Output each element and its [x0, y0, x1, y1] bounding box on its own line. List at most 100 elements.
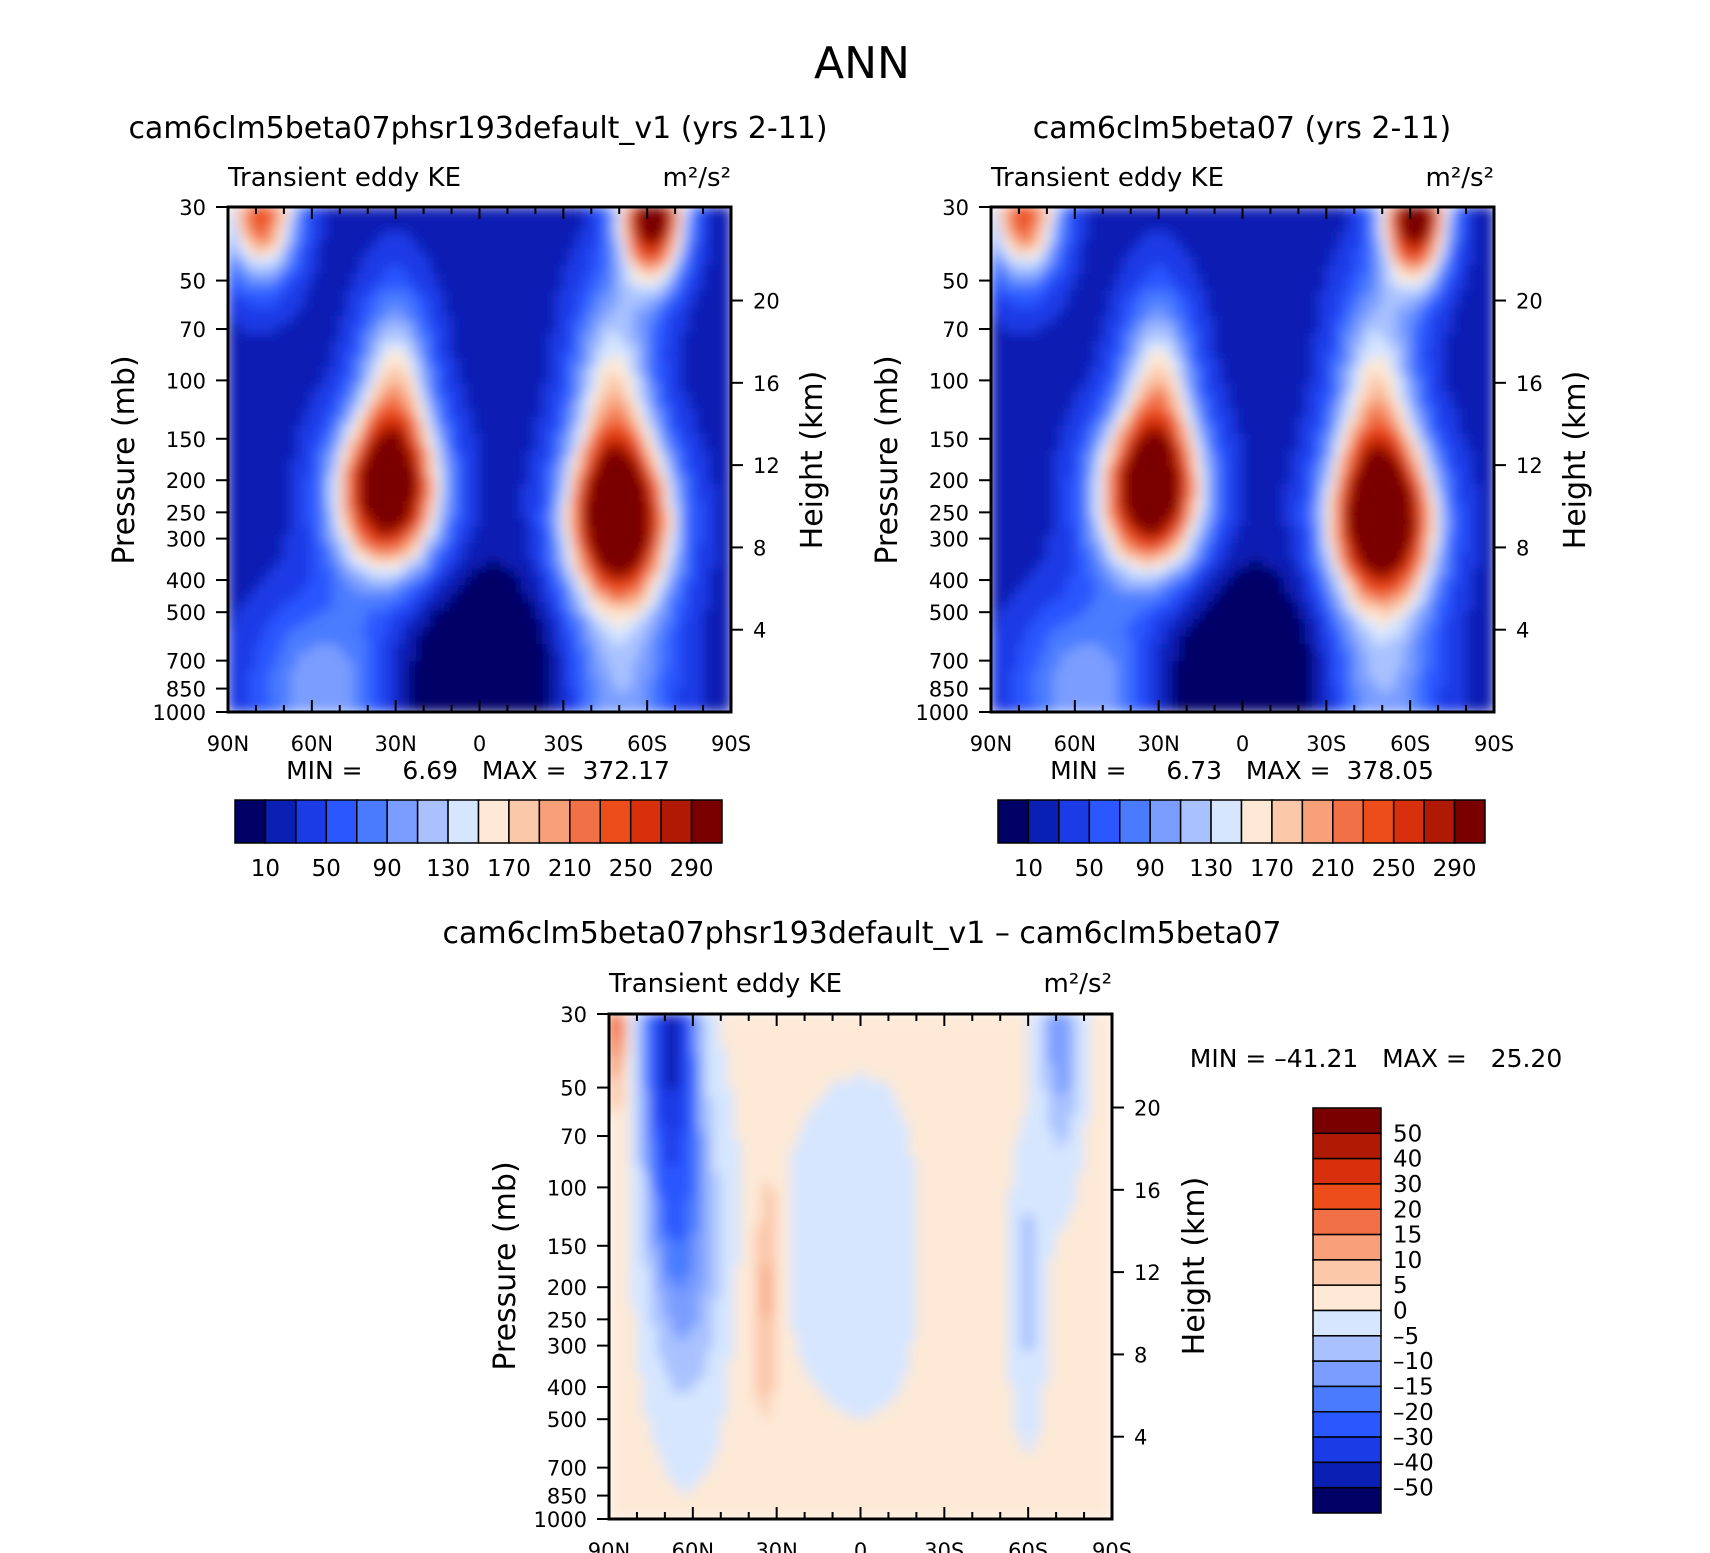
contour-cell: [402, 501, 411, 511]
contour-cell: [660, 358, 669, 368]
contour-cell: [1304, 214, 1313, 225]
contour-cell: [499, 366, 508, 376]
contour-cell: [332, 366, 341, 376]
contour-cell: [1276, 265, 1285, 275]
contour-cell: [583, 526, 592, 536]
contour-cell: [262, 669, 271, 679]
contour-cell: [541, 214, 550, 225]
contour-cell: [430, 543, 439, 553]
contour-cell: [458, 207, 467, 216]
contour-cell: [548, 341, 557, 351]
contour-cell: [597, 214, 606, 225]
contour-cell: [660, 602, 669, 612]
contour-cell: [639, 307, 648, 317]
height-tick-label: 16: [753, 372, 780, 396]
contour-cell: [1297, 257, 1306, 267]
contour-cell: [548, 299, 557, 309]
contour-cell: [458, 248, 467, 258]
contour-cell: [423, 257, 432, 267]
contour-cell: [667, 408, 676, 418]
contour-cell: [506, 433, 515, 444]
contour-cell: [527, 568, 536, 578]
contour-cell: [416, 433, 425, 444]
contour-cell: [1242, 231, 1250, 242]
contour-cell: [353, 450, 362, 460]
contour-cell: [541, 408, 550, 418]
contour-cell: [527, 560, 536, 570]
contour-cell: [716, 686, 725, 696]
contour-cell: [1186, 240, 1195, 250]
pressure-tick-label: 50: [179, 270, 206, 294]
contour-cell: [632, 492, 641, 503]
contour-cell: [716, 551, 725, 561]
contour-cell: [304, 408, 313, 418]
contour-cell: [492, 349, 501, 359]
contour-cell: [395, 576, 404, 587]
contour-cell: [283, 299, 292, 309]
contour-cell: [492, 433, 501, 444]
contour-cell: [1290, 214, 1299, 225]
contour-cell: [506, 416, 515, 427]
contour-cell: [492, 627, 501, 637]
contour-cell: [576, 299, 585, 309]
contour-cell: [402, 207, 411, 216]
contour-cell: [402, 593, 411, 604]
contour-cell: [1479, 223, 1488, 233]
contour-cell: [304, 467, 313, 477]
contour-cell: [555, 358, 564, 368]
contour-cell: [667, 265, 676, 275]
contour-cell: [304, 644, 313, 654]
contour-cell: [290, 618, 299, 629]
contour-cell: [534, 358, 543, 368]
contour-cell: [674, 627, 683, 637]
contour-cell: [541, 307, 550, 317]
contour-cell: [583, 568, 592, 578]
height-tick-label: 20: [753, 290, 780, 314]
contour-cell: [311, 391, 320, 402]
contour-cell: [520, 526, 529, 536]
contour-cell: [423, 661, 432, 671]
contour-cell: [451, 231, 460, 242]
contour-cell: [688, 576, 697, 587]
contour-cell: [409, 661, 418, 671]
contour-cell: [423, 517, 432, 528]
contour-cell: [569, 694, 578, 705]
contour-cell: [618, 400, 627, 410]
contour-cell: [304, 610, 313, 620]
contour-cell: [653, 400, 662, 410]
contour-cell: [1248, 248, 1257, 258]
contour-cell: [527, 265, 536, 275]
contour-cell: [1346, 214, 1355, 225]
contour-cell: [562, 694, 571, 705]
contour-cell: [1221, 265, 1230, 275]
contour-cell: [695, 610, 704, 620]
contour-cell: [1479, 207, 1488, 216]
contour-cell: [583, 214, 592, 225]
contour-cell: [534, 618, 543, 629]
contour-cell: [1137, 207, 1146, 216]
contour-cell: [269, 408, 278, 418]
contour-cell: [290, 408, 299, 418]
contour-cell: [506, 585, 515, 595]
contour-cell: [569, 223, 578, 233]
contour-cell: [311, 374, 320, 385]
contour-cell: [674, 214, 683, 225]
contour-cell: [297, 282, 306, 292]
contour-cell: [276, 484, 285, 494]
contour-cell: [332, 534, 341, 545]
contour-cell: [527, 214, 536, 225]
contour-cell: [709, 265, 718, 275]
contour-cell: [437, 358, 446, 368]
contour-cell: [402, 677, 411, 688]
contour-cell: [255, 661, 264, 671]
contour-cell: [513, 207, 522, 216]
contour-cell: [1304, 257, 1313, 267]
contour-cell: [395, 618, 404, 629]
contour-cell: [625, 341, 634, 351]
contour-cell: [716, 324, 725, 334]
contour-cell: [492, 517, 501, 528]
contour-cell: [374, 703, 383, 712]
contour-cell: [276, 366, 285, 376]
contour-cell: [611, 686, 620, 696]
contour-cell: [702, 383, 711, 393]
